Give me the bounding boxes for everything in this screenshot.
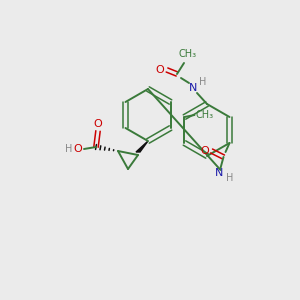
Text: O: O xyxy=(200,146,209,156)
Text: O: O xyxy=(74,144,82,154)
Text: CH₃: CH₃ xyxy=(195,110,214,120)
Text: O: O xyxy=(156,65,164,75)
Text: O: O xyxy=(94,119,102,129)
Text: H: H xyxy=(199,77,207,87)
Polygon shape xyxy=(136,141,148,152)
Text: N: N xyxy=(189,83,197,93)
Text: H: H xyxy=(65,144,73,154)
Text: N: N xyxy=(215,168,224,178)
Text: CH₃: CH₃ xyxy=(179,49,197,59)
Text: H: H xyxy=(226,173,233,183)
